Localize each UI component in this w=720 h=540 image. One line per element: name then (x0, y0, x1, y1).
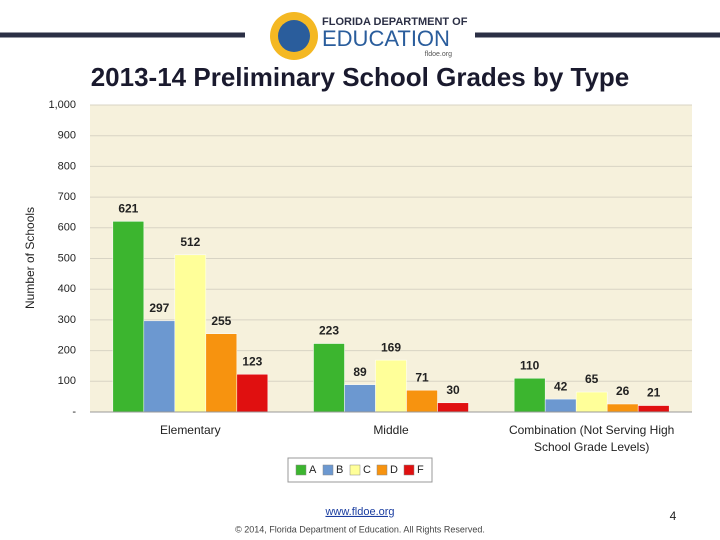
data-label: 42 (554, 379, 568, 393)
data-label: 255 (211, 314, 231, 328)
data-label: 26 (616, 384, 630, 398)
bar (174, 254, 207, 413)
logo-text: EDUCATION (322, 26, 450, 51)
bar (606, 403, 639, 413)
data-label: 110 (520, 358, 540, 372)
legend-swatch (403, 464, 415, 476)
legend-swatch (322, 464, 334, 476)
y-tick-label: 200 (58, 345, 76, 357)
bar (143, 320, 176, 413)
bar (344, 384, 376, 413)
bar (406, 389, 438, 413)
chart-title: 2013-14 Preliminary School Grades by Typ… (91, 62, 630, 92)
x-tick-label: Middle (373, 423, 409, 437)
logo-site: fldoe.org (425, 51, 452, 58)
legend-label: C (363, 464, 371, 476)
bar (513, 377, 546, 413)
x-tick-label: Elementary (159, 423, 221, 437)
footer-copyright: © 2014, Florida Department of Education.… (235, 524, 485, 534)
y-tick-label: 600 (58, 222, 76, 234)
data-label: 621 (118, 202, 138, 216)
data-label: 223 (319, 324, 339, 338)
data-label: 71 (415, 370, 429, 384)
legend-swatch (376, 464, 388, 476)
data-label: 512 (180, 235, 200, 249)
y-tick-label: 700 (58, 191, 76, 203)
legend-swatch (295, 464, 307, 476)
y-tick-label: - (72, 406, 76, 418)
bar (236, 373, 269, 413)
legend-label: D (390, 464, 398, 476)
y-tick-label: 300 (58, 314, 76, 326)
legend-label: A (309, 464, 317, 476)
y-tick-label: 500 (58, 252, 76, 264)
bar (112, 221, 145, 413)
y-tick-label: 1,000 (48, 99, 76, 111)
bar (205, 333, 238, 413)
x-tick-label: Combination (Not Serving High School Gra… (508, 423, 675, 454)
legend-swatch (349, 464, 361, 476)
bar (375, 359, 407, 413)
bar (437, 402, 469, 413)
data-label: 21 (647, 386, 661, 400)
data-label: 65 (585, 372, 599, 386)
data-label: 169 (381, 340, 401, 354)
data-label: 297 (149, 301, 169, 315)
page-number: 4 (670, 509, 677, 523)
y-tick-label: 100 (58, 375, 76, 387)
legend-label: F (417, 464, 424, 476)
footer-link[interactable]: www.fldoe.org (324, 506, 394, 518)
bar (544, 398, 577, 413)
legend-label: B (336, 464, 343, 476)
bar (575, 391, 608, 413)
bar (313, 343, 345, 413)
y-tick-label: 400 (58, 283, 76, 295)
logo-emblem (278, 20, 310, 52)
logo-text: FLORIDA DEPARTMENT OF (322, 16, 468, 28)
y-tick-label: 900 (58, 130, 76, 142)
y-tick-label: 800 (58, 160, 76, 172)
data-label: 30 (446, 383, 460, 397)
bar (637, 405, 670, 413)
data-label: 123 (242, 354, 262, 368)
y-axis-label: Number of Schools (23, 207, 37, 309)
data-label: 89 (353, 365, 367, 379)
